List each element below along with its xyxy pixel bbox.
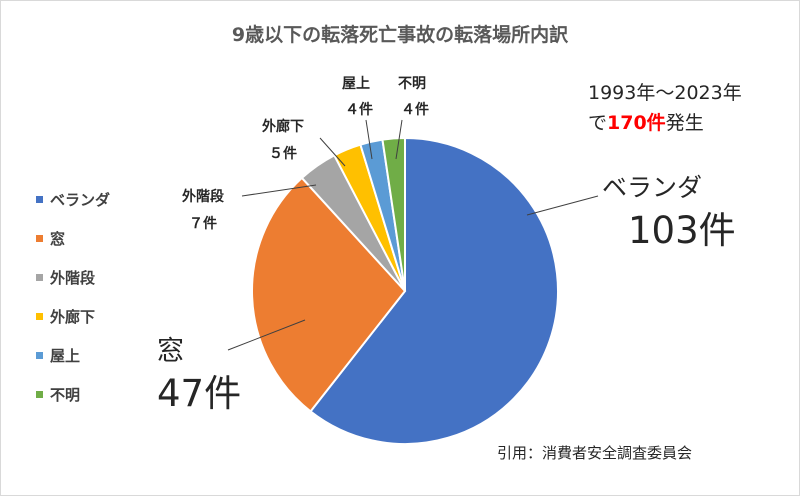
period-range: 1993年～2023年 (588, 82, 742, 104)
legend-swatch (36, 235, 43, 242)
data-label-name: 窓 (157, 336, 184, 367)
leader-line (365, 119, 373, 160)
data-label-value: ４件 (401, 101, 429, 118)
legend-item: 屋上 (36, 336, 110, 375)
data-label-name: ベランダ (602, 173, 702, 202)
legend-item: ベランダ (36, 180, 110, 219)
total-prefix: で (588, 112, 608, 134)
legend-swatch (36, 391, 43, 398)
source-citation: 引用：消費者安全調査委員会 (497, 444, 693, 462)
legend-item: 外階段 (36, 258, 110, 297)
period-annotation: 1993年～2023年 で170件発生 (588, 78, 742, 138)
legend-label: ベランダ (50, 191, 111, 209)
leader-line (526, 195, 599, 216)
total-count-line: で170件発生 (588, 108, 742, 138)
legend-label: 外廊下 (50, 308, 96, 326)
leader-line (241, 184, 317, 197)
legend: ベランダ窓外階段外廊下屋上不明 (36, 180, 110, 414)
legend-label: 窓 (50, 230, 66, 248)
data-label-value: ５件 (269, 145, 297, 162)
legend-label: 屋上 (50, 347, 81, 365)
legend-label: 外階段 (50, 269, 96, 287)
leader-line (395, 119, 403, 160)
legend-label: 不明 (50, 386, 81, 404)
legend-swatch (36, 313, 43, 320)
data-label-value: ４件 (345, 101, 373, 118)
data-label-value: 103件 (628, 209, 736, 252)
total-suffix: 発生 (665, 112, 704, 134)
legend-item: 窓 (36, 219, 110, 258)
leader-line (319, 137, 346, 167)
pie-slice (381, 136, 406, 292)
pie-slice (251, 176, 407, 413)
data-label-name: 屋上 (342, 76, 370, 92)
legend-swatch (36, 196, 43, 203)
legend-swatch (36, 352, 43, 359)
data-label-value: 47件 (157, 372, 241, 415)
legend-swatch (36, 274, 43, 281)
pie-slice (309, 136, 559, 445)
data-label-value: ７件 (189, 215, 217, 232)
data-label-name: 外階段 (182, 188, 224, 205)
chart-title: 9歳以下の転落死亡事故の転落場所内訳 (231, 24, 569, 46)
legend-item: 外廊下 (36, 297, 110, 336)
leader-line (227, 319, 306, 351)
legend-item: 不明 (36, 375, 110, 414)
data-label-name: 外廊下 (262, 118, 304, 135)
total-count: 170件 (607, 112, 666, 134)
data-label-name: 不明 (398, 76, 426, 92)
